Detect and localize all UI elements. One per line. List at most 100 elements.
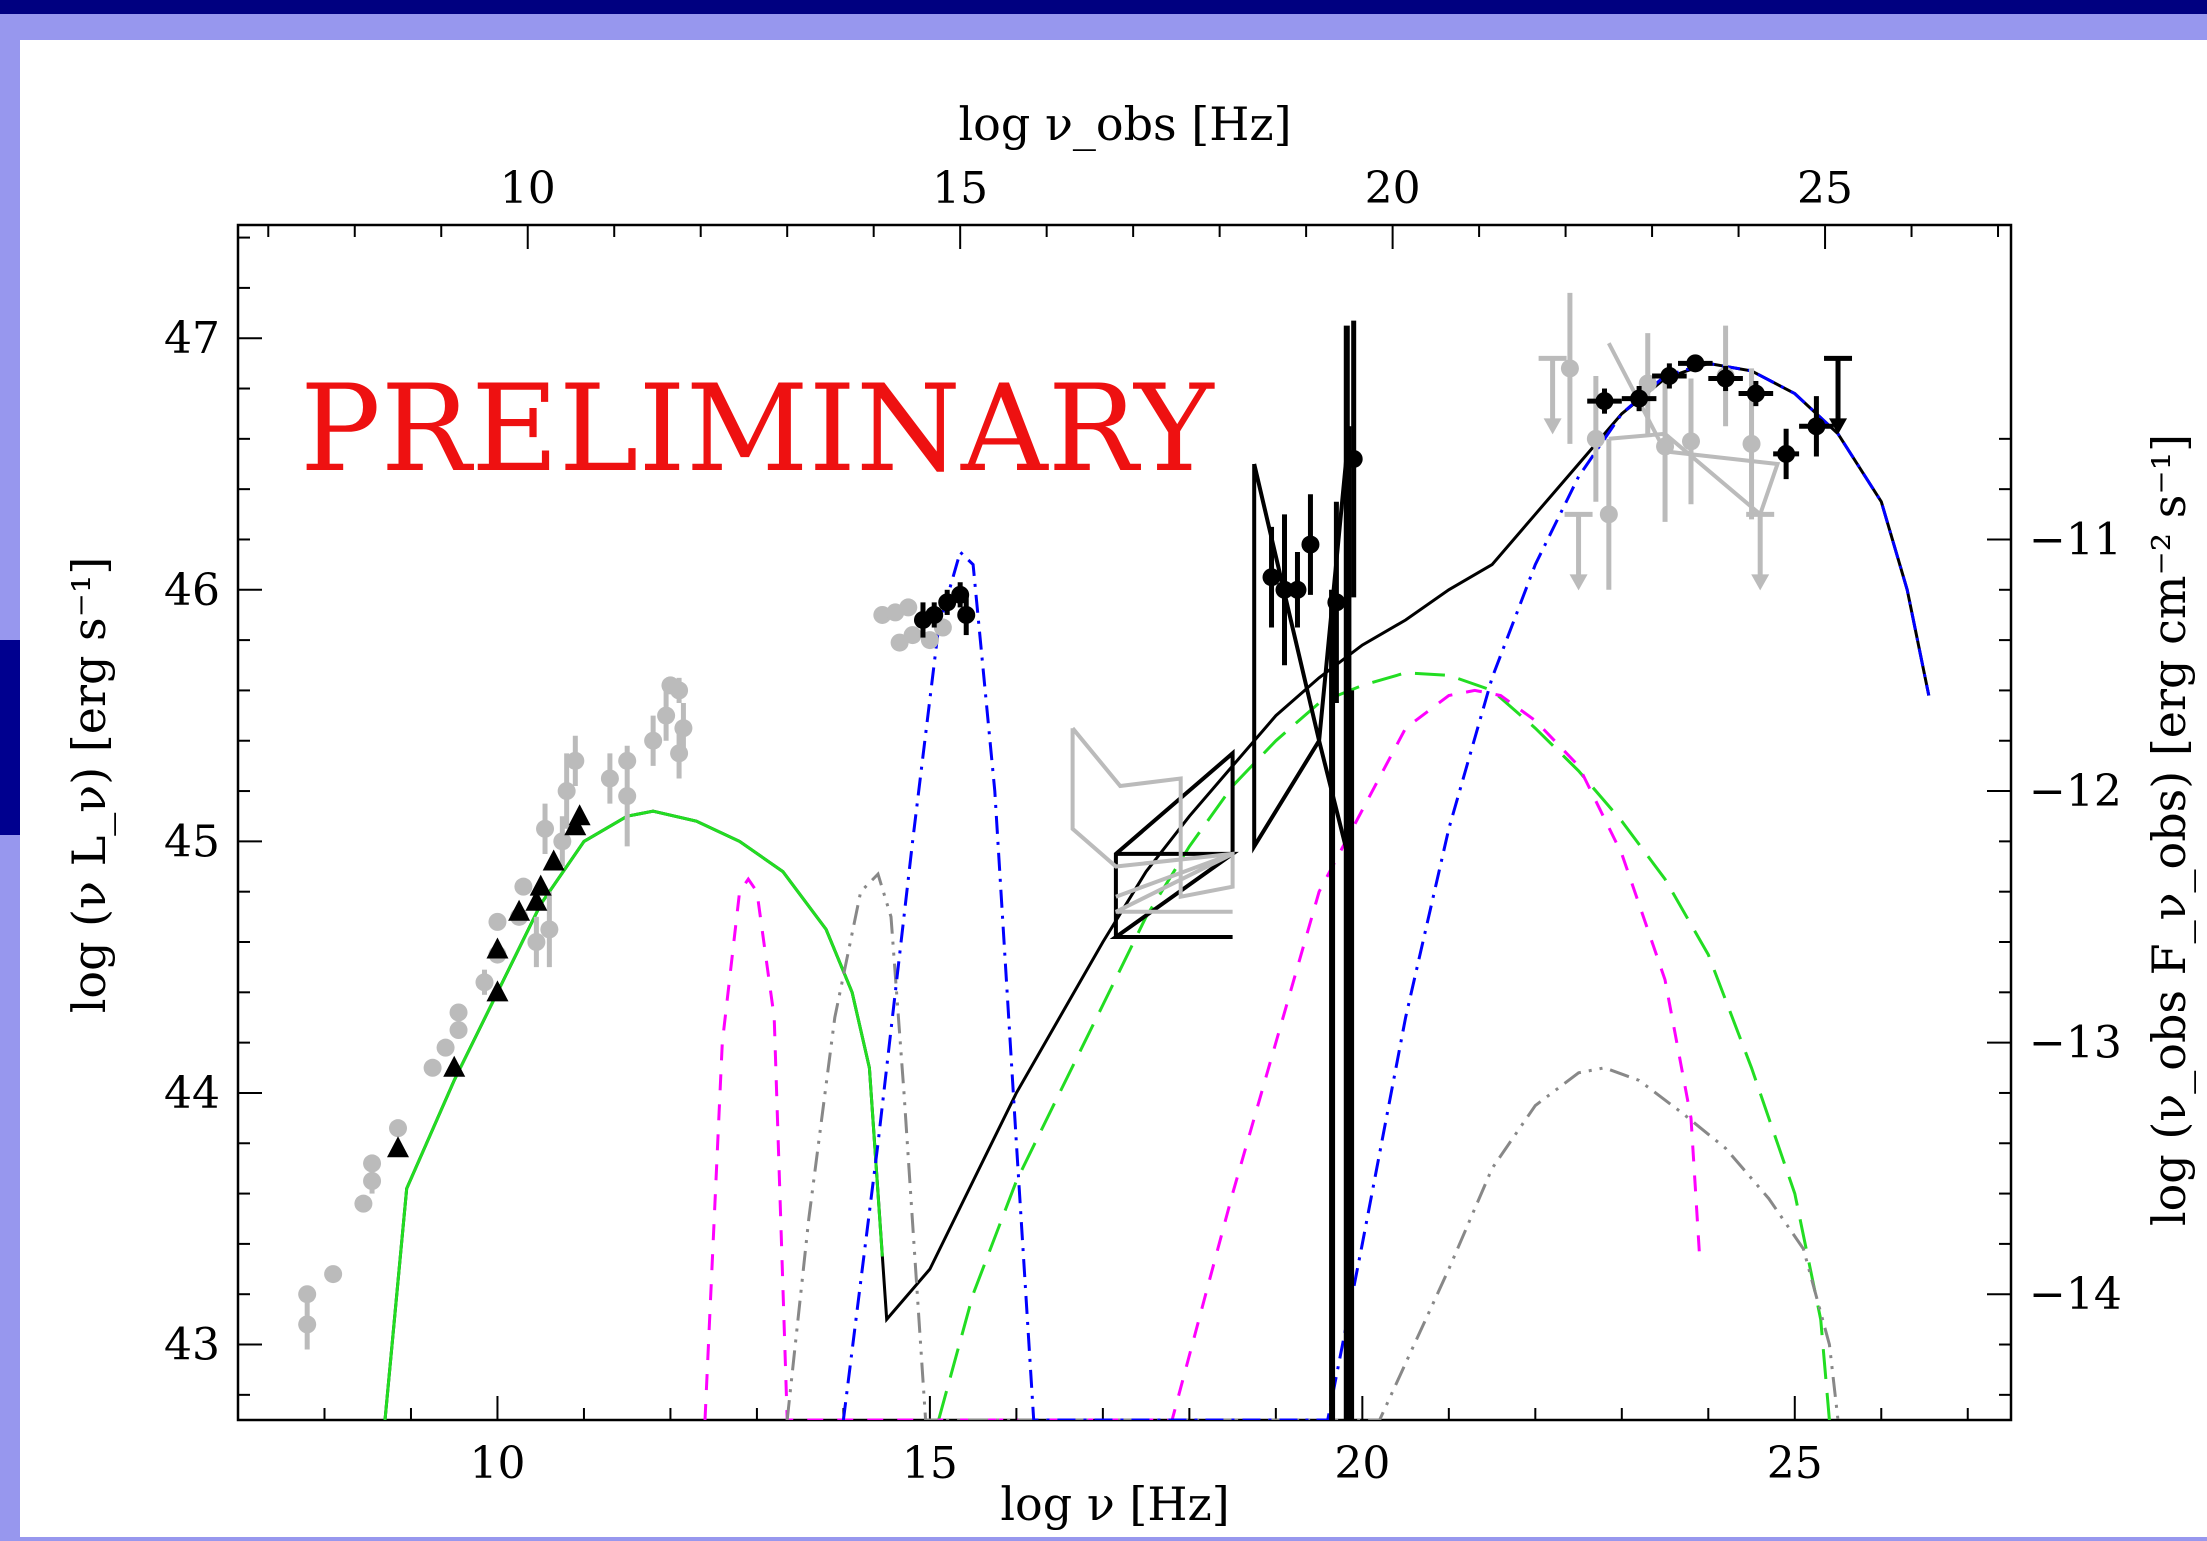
y2-tick-label: −12 <box>2029 766 2122 817</box>
chart-panel: 10 15 20 25 10 15 20 25 43 44 45 46 47 −11 −12 −13 −14 P… <box>20 40 2207 1537</box>
data-point <box>1746 384 1765 403</box>
radio-triangle <box>508 899 531 921</box>
bowtie <box>1070 726 1235 900</box>
bowtie <box>1607 342 1781 518</box>
data-point <box>1630 389 1649 408</box>
archival-point <box>644 731 663 750</box>
archival-point <box>1656 437 1675 456</box>
archival-point <box>903 626 922 645</box>
model-curve-synchrotron <box>383 809 884 1420</box>
archival-point <box>557 782 576 801</box>
archival-point <box>324 1265 343 1284</box>
sed-chart: 10 15 20 25 10 15 20 25 43 44 45 46 47 −11 −12 −13 −14 P… <box>62 97 2196 1531</box>
archival-point <box>436 1038 455 1057</box>
y-tick-label: 46 <box>164 565 220 616</box>
archival-point <box>363 1154 382 1173</box>
archival-point <box>354 1194 373 1213</box>
y-tick-label: 45 <box>164 816 220 867</box>
archival-point <box>363 1172 382 1190</box>
archival-point <box>475 973 494 992</box>
bowtie <box>1115 852 1234 914</box>
archival-point <box>670 681 689 700</box>
x-tick-label: 25 <box>1767 1438 1823 1489</box>
archival-point <box>1599 505 1618 524</box>
slide-top-bar <box>0 0 2207 14</box>
model-curve-disk-torus <box>703 688 1702 1420</box>
archival-point <box>566 751 585 770</box>
y2-tick-label: −13 <box>2029 1018 2122 1069</box>
y2-tick-label: −14 <box>2029 1269 2122 1320</box>
x-axis-label: log ν [Hz] <box>1000 1477 1229 1531</box>
data-point <box>1777 444 1796 463</box>
data-point <box>1301 535 1320 554</box>
data-point <box>1660 366 1679 385</box>
archival-point <box>1681 432 1700 451</box>
archival-point <box>389 1119 408 1138</box>
data-point <box>1686 354 1705 373</box>
y-tick-label: 43 <box>164 1320 220 1371</box>
data-point <box>1716 369 1735 388</box>
watermark-label: PRELIMINARY <box>300 360 1215 499</box>
archival-point <box>618 787 637 806</box>
archival-point <box>1586 429 1605 448</box>
model-curve-external-compton <box>841 361 1931 1420</box>
archival-point <box>1742 434 1761 453</box>
archival-point <box>618 751 637 770</box>
radio-triangle <box>542 849 565 871</box>
x-tick-label: 10 <box>469 1438 525 1489</box>
archival-point <box>657 706 676 725</box>
slide-side-tab <box>0 640 20 835</box>
archival-point <box>933 618 952 637</box>
data-point <box>1275 580 1294 599</box>
archival-point <box>536 819 555 838</box>
archival-point <box>449 1003 468 1022</box>
data-point <box>1595 392 1614 411</box>
archival-point <box>600 769 619 788</box>
archival-point <box>298 1285 317 1304</box>
radio-triangle <box>529 874 552 896</box>
data-point <box>1344 449 1363 468</box>
archival-point <box>449 1021 468 1040</box>
archival-point <box>899 598 918 617</box>
archival-upper-limit-arrow <box>1569 574 1588 591</box>
data-point <box>1327 593 1346 612</box>
archival-point <box>514 877 533 896</box>
x-tick-label: 20 <box>1334 1438 1390 1489</box>
model-curve-disk <box>785 871 1840 1420</box>
top-axis-label: log ν_obs [Hz] <box>958 97 1291 151</box>
archival-point <box>423 1058 442 1077</box>
x2-tick-label: 10 <box>500 163 556 214</box>
y2-tick-label: −11 <box>2029 514 2122 565</box>
archival-point <box>527 933 546 951</box>
data-point <box>938 593 957 612</box>
archival-point <box>674 719 693 738</box>
x2-tick-label: 20 <box>1365 163 1421 214</box>
data-point <box>925 605 944 624</box>
radio-triangle <box>486 937 509 959</box>
x2-tick-label: 15 <box>932 163 988 214</box>
radio-triangle <box>486 980 509 1002</box>
x2-tick-label: 25 <box>1797 163 1853 214</box>
x-tick-label: 15 <box>902 1438 958 1489</box>
archival-point <box>890 633 909 652</box>
archival-point <box>1560 359 1579 378</box>
data-point <box>1288 580 1307 599</box>
archival-point <box>298 1315 317 1334</box>
data-point <box>1262 568 1281 587</box>
radio-triangle <box>568 804 591 826</box>
right-axis-label: log (ν_obs F_ν_obs) [erg cm⁻² s⁻¹] <box>2142 434 2196 1226</box>
y-tick-label: 44 <box>164 1068 220 1119</box>
y-tick-label: 47 <box>164 313 220 364</box>
y-axis-label: log (ν L_ν) [erg s⁻¹] <box>62 557 116 1014</box>
radio-triangle <box>387 1136 410 1158</box>
archival-point <box>540 920 559 939</box>
archival-point <box>488 912 507 931</box>
data-point <box>1807 417 1826 436</box>
archival-point <box>553 832 572 851</box>
upper-limit-arrow <box>1829 418 1848 435</box>
radio-triangle <box>443 1055 466 1077</box>
radio-triangle <box>525 889 548 911</box>
archival-upper-limit-arrow <box>1543 418 1562 435</box>
bowtie <box>1109 851 1239 939</box>
